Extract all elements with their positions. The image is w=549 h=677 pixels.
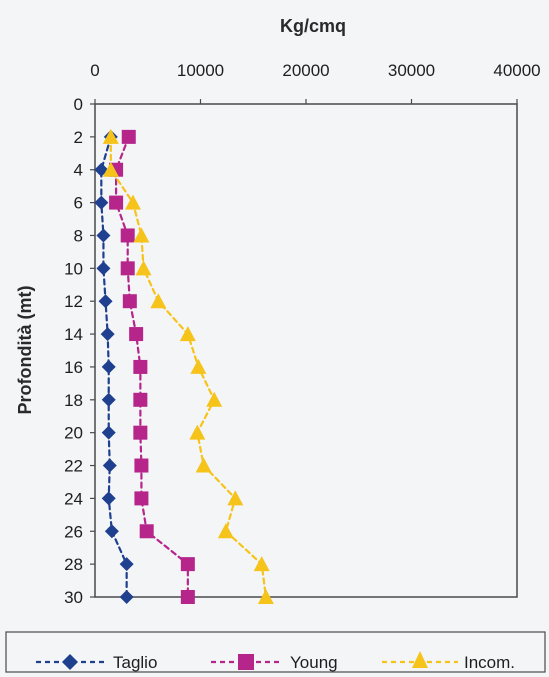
taglio-series-line bbox=[100, 135, 128, 599]
legend-young-marker bbox=[238, 654, 254, 670]
young-point bbox=[109, 195, 124, 210]
y-tick-label: 12 bbox=[64, 292, 83, 311]
young-point bbox=[120, 261, 135, 276]
young-point bbox=[180, 557, 195, 572]
taglio-point bbox=[101, 392, 116, 407]
young-point bbox=[133, 359, 148, 374]
y-tick-label: 26 bbox=[64, 522, 83, 541]
y-tick-label: 18 bbox=[64, 391, 83, 410]
y-tick-label: 20 bbox=[64, 424, 83, 443]
y-tick-label: 0 bbox=[74, 95, 83, 114]
legend-taglio-marker bbox=[62, 654, 78, 670]
young-point bbox=[134, 491, 149, 506]
series-layer bbox=[94, 128, 274, 604]
y-tick-label: 4 bbox=[74, 161, 83, 180]
legend-taglio-label: Taglio bbox=[113, 653, 157, 672]
legend-box bbox=[5, 631, 546, 673]
incom-point bbox=[195, 457, 212, 473]
y-tick-label: 6 bbox=[74, 194, 83, 213]
incom-point bbox=[133, 227, 150, 243]
x-tick-label: 10000 bbox=[177, 61, 224, 80]
taglio-point bbox=[96, 228, 111, 243]
incom-point bbox=[217, 523, 234, 539]
taglio-point bbox=[96, 261, 111, 276]
x-tick-label: 20000 bbox=[282, 61, 329, 80]
young-point bbox=[139, 524, 154, 539]
legend-young-label: Young bbox=[290, 653, 338, 672]
incom-point bbox=[257, 589, 274, 604]
legend-incom-marker bbox=[412, 651, 428, 668]
taglio-point bbox=[101, 359, 116, 374]
young-point bbox=[134, 458, 149, 473]
incom-point bbox=[253, 556, 270, 572]
x-tick-label: 0 bbox=[90, 61, 99, 80]
incom-point bbox=[190, 358, 207, 374]
taglio-point bbox=[102, 458, 117, 473]
plot-area bbox=[94, 103, 518, 598]
taglio-point bbox=[98, 294, 113, 309]
x-tick-label: 30000 bbox=[388, 61, 435, 80]
y-axis-title: Profondità (mt) bbox=[15, 286, 35, 415]
x-tick-label: 40000 bbox=[493, 61, 540, 80]
x-axis-title: Kg/cmq bbox=[280, 16, 346, 36]
young-point bbox=[121, 129, 136, 144]
incom-point bbox=[124, 194, 141, 210]
legend-item-taglio: Taglio bbox=[36, 653, 157, 672]
taglio-point bbox=[101, 491, 116, 506]
incom-point bbox=[102, 161, 119, 177]
incom-point bbox=[135, 260, 152, 276]
taglio-point bbox=[104, 524, 119, 539]
incom-point bbox=[179, 326, 196, 342]
incom-point bbox=[102, 128, 119, 144]
y-tick-label: 28 bbox=[64, 555, 83, 574]
incom-point bbox=[189, 424, 206, 440]
incom-point bbox=[227, 490, 244, 506]
young-point bbox=[122, 294, 137, 309]
young-point bbox=[133, 392, 148, 407]
taglio-point bbox=[94, 195, 109, 210]
y-tick-label: 10 bbox=[64, 259, 83, 278]
y-tick-label: 14 bbox=[64, 325, 83, 344]
y-tick-label: 8 bbox=[74, 226, 83, 245]
x-axis: 0 10000 20000 30000 40000 bbox=[90, 61, 541, 104]
taglio-point bbox=[100, 327, 115, 342]
legend-incom-label: Incom. bbox=[464, 653, 515, 672]
y-tick-label: 2 bbox=[74, 128, 83, 147]
y-tick-label: 30 bbox=[64, 588, 83, 607]
young-point bbox=[120, 228, 135, 243]
y-tick-label: 22 bbox=[64, 457, 83, 476]
young-point bbox=[133, 425, 148, 440]
taglio-point bbox=[119, 590, 134, 604]
taglio-point bbox=[119, 557, 134, 572]
legend-item-incom: Incom. bbox=[382, 651, 515, 672]
legend-item-young: Young bbox=[211, 653, 338, 672]
legend: Taglio Young Incom. bbox=[5, 631, 546, 673]
young-point bbox=[180, 590, 195, 604]
incom-point bbox=[150, 293, 167, 309]
taglio-point bbox=[101, 425, 116, 440]
young-point bbox=[129, 327, 144, 342]
y-tick-label: 16 bbox=[64, 358, 83, 377]
y-tick-label: 24 bbox=[64, 489, 83, 508]
incom-point bbox=[206, 391, 223, 407]
